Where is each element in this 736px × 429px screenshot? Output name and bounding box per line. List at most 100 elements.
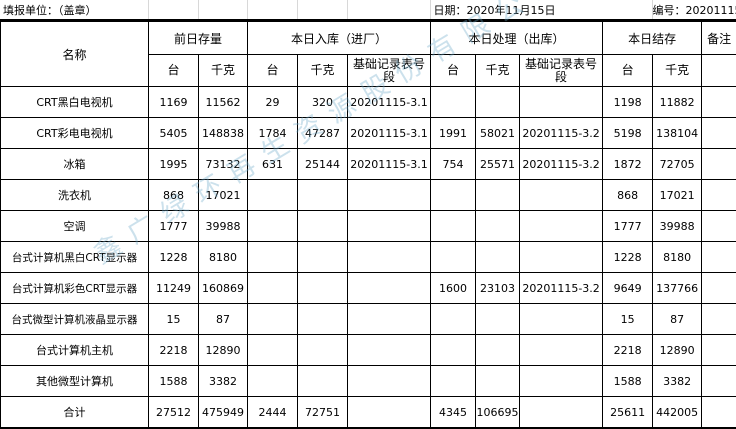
cell-in-kg: 25144 [298, 149, 348, 180]
cell-prev-kg: 87 [199, 304, 248, 335]
cell-out-kg [476, 335, 520, 366]
group-processed: 本日处理（出库） [431, 22, 603, 55]
cell-prev-units: 1777 [149, 211, 199, 242]
sub-record: 基础记录表号段 [348, 55, 431, 87]
cell-out-units [431, 242, 476, 273]
cell-out-record: 20201115-3.2 [520, 149, 603, 180]
group-inbound: 本日入库（进厂） [248, 22, 431, 55]
cell-end-units: 5198 [603, 118, 653, 149]
cell-end-kg: 11882 [653, 87, 702, 118]
cell-out-record: 20201115-3.2 [520, 118, 603, 149]
cell-out-record [520, 211, 603, 242]
cell-out-kg: 23103 [476, 273, 520, 304]
cell-end-kg: 3382 [653, 366, 702, 397]
cell-out-units [431, 304, 476, 335]
cell-out-record [520, 180, 603, 211]
header-row-groups: 名称 前日存量 本日入库（进厂） 本日处理（出库） 本日结存 备注 [1, 22, 736, 55]
sub-units: 台 [149, 55, 199, 87]
cell-prev-kg: 11562 [199, 87, 248, 118]
cell-in-record [348, 242, 431, 273]
data-table: 名称 前日存量 本日入库（进厂） 本日处理（出库） 本日结存 备注 台 千克 台… [0, 21, 736, 429]
cell-out-kg: 25571 [476, 149, 520, 180]
cell-end-units: 1588 [603, 366, 653, 397]
cell-prev-units: 1588 [149, 366, 199, 397]
cell-note [702, 335, 736, 366]
cell-note [702, 304, 736, 335]
cell-out-kg [476, 180, 520, 211]
cell-name: 洗衣机 [1, 180, 149, 211]
group-prev-stock: 前日存量 [149, 22, 248, 55]
cell-end-kg: 8180 [653, 242, 702, 273]
group-end-stock: 本日结存 [603, 22, 702, 55]
cell-end-units: 868 [603, 180, 653, 211]
cell-name: 其他微型计算机 [1, 366, 149, 397]
cell-out-units: 1991 [431, 118, 476, 149]
cell-in-record [348, 273, 431, 304]
cell-out-record [520, 335, 603, 366]
col-name: 名称 [1, 22, 149, 87]
sub-record: 基础记录表号段 [520, 55, 603, 87]
cell-out-kg: 58021 [476, 118, 520, 149]
cell-prev-units: 1995 [149, 149, 199, 180]
cell-out-record: 20201115-3.2 [520, 273, 603, 304]
cell-out-units [431, 335, 476, 366]
cell-in-record [348, 304, 431, 335]
cell-out-record [520, 242, 603, 273]
sub-units: 台 [248, 55, 298, 87]
cell-prev-units: 15 [149, 304, 199, 335]
cell-prev-kg: 8180 [199, 242, 248, 273]
cell-name: 台式计算机主机 [1, 335, 149, 366]
cell-end-units: 25611 [603, 397, 653, 429]
cell-name: CRT黑白电视机 [1, 87, 149, 118]
cell-out-units [431, 180, 476, 211]
cell-out-kg [476, 242, 520, 273]
cell-out-record [520, 87, 603, 118]
cell-in-kg [298, 273, 348, 304]
sub-kg: 千克 [298, 55, 348, 87]
sub-units: 台 [431, 55, 476, 87]
cell-prev-units: 5405 [149, 118, 199, 149]
cell-prev-kg: 160869 [199, 273, 248, 304]
cell-end-kg: 442005 [653, 397, 702, 429]
cell-in-units [248, 180, 298, 211]
cell-in-kg: 72751 [298, 397, 348, 429]
cell-end-units: 2218 [603, 335, 653, 366]
cell-prev-kg: 3382 [199, 366, 248, 397]
cell-out-record [520, 397, 603, 429]
cell-out-kg: 106695 [476, 397, 520, 429]
cell-in-units: 631 [248, 149, 298, 180]
cell-end-kg: 87 [653, 304, 702, 335]
cell-in-units [248, 335, 298, 366]
sub-kg: 千克 [653, 55, 702, 87]
cell-end-units: 1872 [603, 149, 653, 180]
cell-in-record [348, 366, 431, 397]
sub-kg: 千克 [199, 55, 248, 87]
cell-note [702, 242, 736, 273]
cell-in-units [248, 273, 298, 304]
cell-note [702, 211, 736, 242]
cell-end-units: 1228 [603, 242, 653, 273]
cell-out-units [431, 366, 476, 397]
cell-in-record: 20201115-3.1 [348, 149, 431, 180]
cell-out-record [520, 366, 603, 397]
cell-prev-kg: 39988 [199, 211, 248, 242]
cell-end-kg: 17021 [653, 180, 702, 211]
cell-prev-units: 1169 [149, 87, 199, 118]
reporting-unit: 填报单位：（盖章） [0, 0, 148, 20]
cell-prev-kg: 475949 [199, 397, 248, 429]
cell-end-kg: 72705 [653, 149, 702, 180]
cell-prev-units: 27512 [149, 397, 199, 429]
cell-end-kg: 39988 [653, 211, 702, 242]
cell-note [702, 149, 736, 180]
report-number: 编号：20201115-4.1 [652, 0, 736, 20]
cell-prev-units: 2218 [149, 335, 199, 366]
cell-in-record: 20201115-3.1 [348, 118, 431, 149]
group-notes: 备注 [702, 22, 736, 55]
cell-prev-kg: 12890 [199, 335, 248, 366]
